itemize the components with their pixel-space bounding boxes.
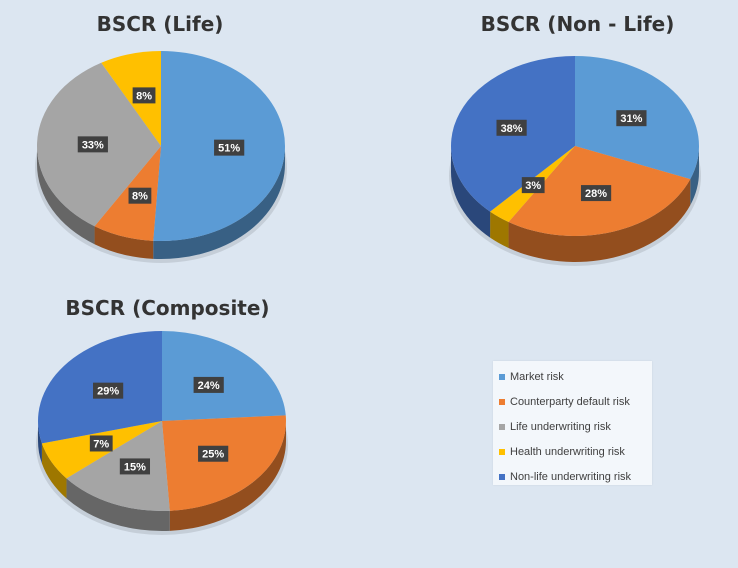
- data-label-market-risk: 31%: [616, 110, 647, 127]
- legend-swatch: [499, 473, 505, 480]
- data-label-health-underwriting-risk: 3%: [521, 177, 545, 194]
- legend-item-non-life-underwriting-risk: Non-life underwriting risk: [493, 464, 652, 489]
- legend-swatch: [499, 398, 505, 405]
- data-label-non-life-underwriting-risk: 29%: [93, 382, 124, 399]
- data-label-counterparty-default-risk: 25%: [198, 445, 229, 462]
- chart-title-non-life: BSCR (Non - Life): [480, 12, 675, 36]
- pie-chart-1: 31% 28% 3% 38%: [449, 56, 701, 266]
- pie-side-life-underwriting-risk: [66, 478, 170, 531]
- pie-side-counterparty-default-risk: [169, 421, 286, 531]
- legend-swatch: [499, 373, 505, 380]
- data-label-text: 28%: [585, 188, 607, 200]
- data-label-text: 7%: [93, 438, 109, 450]
- data-label-text: 8%: [132, 191, 148, 203]
- data-label-health-underwriting-risk: 7%: [89, 435, 113, 452]
- pie-chart-0: 51% 8% 33% 8%: [35, 51, 287, 263]
- pie-side-non-life-underwriting-risk: [38, 421, 42, 464]
- legend-swatch: [499, 423, 505, 430]
- legend-label: Non-life underwriting risk: [510, 470, 632, 483]
- legend-item-health-underwriting-risk: Health underwriting risk: [493, 439, 652, 464]
- pie-side-health-underwriting-risk: [490, 211, 509, 248]
- pie-slice-counterparty-default-risk: [94, 146, 161, 241]
- chart-title-composite: BSCR (Composite): [65, 296, 270, 320]
- data-label-counterparty-default-risk: 28%: [580, 185, 612, 202]
- legend-swatch: [499, 448, 505, 455]
- data-label-text: 24%: [198, 380, 220, 392]
- pie-slice-market-risk: [162, 330, 286, 421]
- data-label-text: 31%: [620, 113, 642, 125]
- data-label-text: 33%: [82, 139, 104, 151]
- pie-side-counterparty-default-risk: [94, 226, 154, 259]
- legend-item-life-underwriting-risk: Life underwriting risk: [493, 414, 652, 439]
- data-label-text: 3%: [525, 180, 541, 192]
- chart-title-life: BSCR (Life): [96, 12, 224, 36]
- data-label-text: 38%: [501, 123, 523, 135]
- data-label-market-risk: 24%: [193, 376, 224, 393]
- pie-side-non-life-underwriting-risk: [451, 146, 491, 238]
- pie-slice-life-underwriting-risk: [66, 421, 170, 512]
- pie-side-market-risk: [690, 146, 699, 206]
- data-label-life-underwriting-risk: 33%: [77, 136, 108, 153]
- data-label-text: 51%: [218, 143, 240, 155]
- legend-label: Counterparty default risk: [510, 395, 630, 408]
- pie-slice-health-underwriting-risk: [101, 51, 161, 146]
- data-label-counterparty-default-risk: 8%: [128, 187, 152, 204]
- legend-item-market-risk: Market risk: [493, 364, 652, 389]
- legend-label: Life underwriting risk: [510, 420, 611, 433]
- data-label-life-underwriting-risk: 15%: [119, 458, 151, 475]
- legend-item-counterparty-default-risk: Counterparty default risk: [493, 389, 652, 414]
- pie-side-life-underwriting-risk: [36, 146, 95, 245]
- legend-label: Market risk: [510, 370, 564, 383]
- pie-side-counterparty-default-risk: [508, 179, 691, 262]
- legend-label: Health underwriting risk: [510, 445, 625, 458]
- data-label-health-underwriting-risk: 8%: [132, 87, 156, 104]
- pie-side-health-underwriting-risk: [41, 443, 67, 499]
- legend: Market risk Counterparty default risk Li…: [493, 361, 652, 485]
- data-label-text: 25%: [202, 449, 224, 461]
- pie-chart-2: 24% 25% 15% 7% 29%: [36, 330, 288, 535]
- data-label-text: 29%: [97, 386, 119, 398]
- data-label-text: 15%: [124, 461, 146, 473]
- data-label-text: 8%: [136, 90, 152, 102]
- pie-slice-counterparty-default-risk: [162, 415, 286, 511]
- data-label-market-risk: 51%: [214, 139, 245, 156]
- data-label-non-life-underwriting-risk: 38%: [496, 119, 527, 136]
- pie-side-market-risk: [153, 146, 285, 259]
